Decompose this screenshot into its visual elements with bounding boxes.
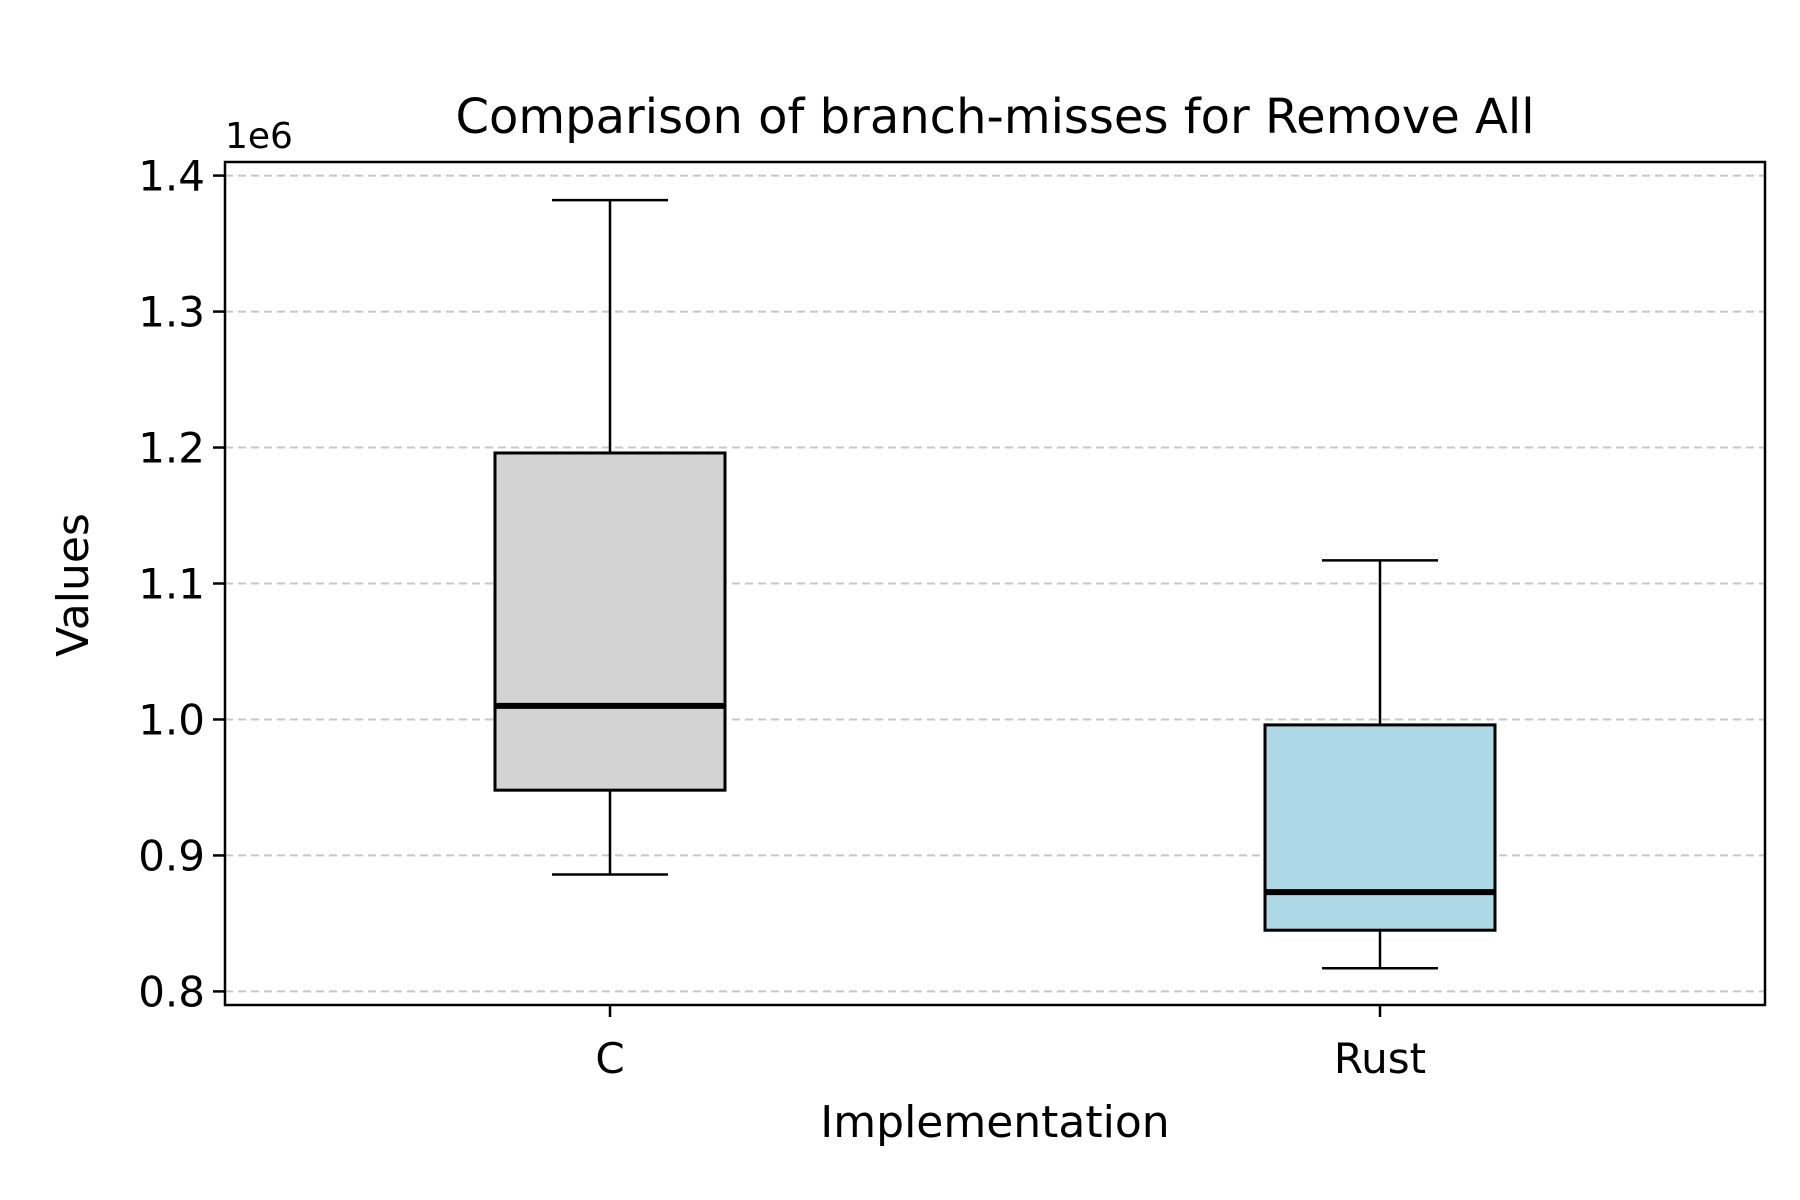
iqr-box-c [493,451,727,792]
y-axis-ticks: 0.8 0.9 1.0 1.1 1.2 1.3 1.4 [138,152,225,1016]
x-axis-ticks: C Rust [595,1005,1426,1083]
grid-lines [225,174,1765,993]
box-c [493,198,727,876]
y-axis-offset-label: 1e6 [225,116,293,157]
x-tick-label-c: C [595,1034,624,1083]
y-axis-label: Values [48,513,99,657]
y-tick-label-1: 0.9 [138,831,205,880]
y-tick-label-0: 0.8 [138,967,205,1016]
y-tick-label-5: 1.3 [138,288,205,337]
x-axis-label: Implementation [820,1097,1169,1148]
x-tick-label-rust: Rust [1334,1034,1426,1083]
chart-title: Comparison of branch-misses for Remove A… [455,89,1534,145]
y-tick-label-4: 1.2 [138,424,205,473]
box-rust [1263,559,1497,970]
y-tick-label-3: 1.1 [138,560,205,609]
y-tick-label-2: 1.0 [138,695,205,744]
y-tick-label-6: 1.4 [138,152,205,201]
boxes [493,198,1497,970]
iqr-box-rust [1263,723,1497,932]
